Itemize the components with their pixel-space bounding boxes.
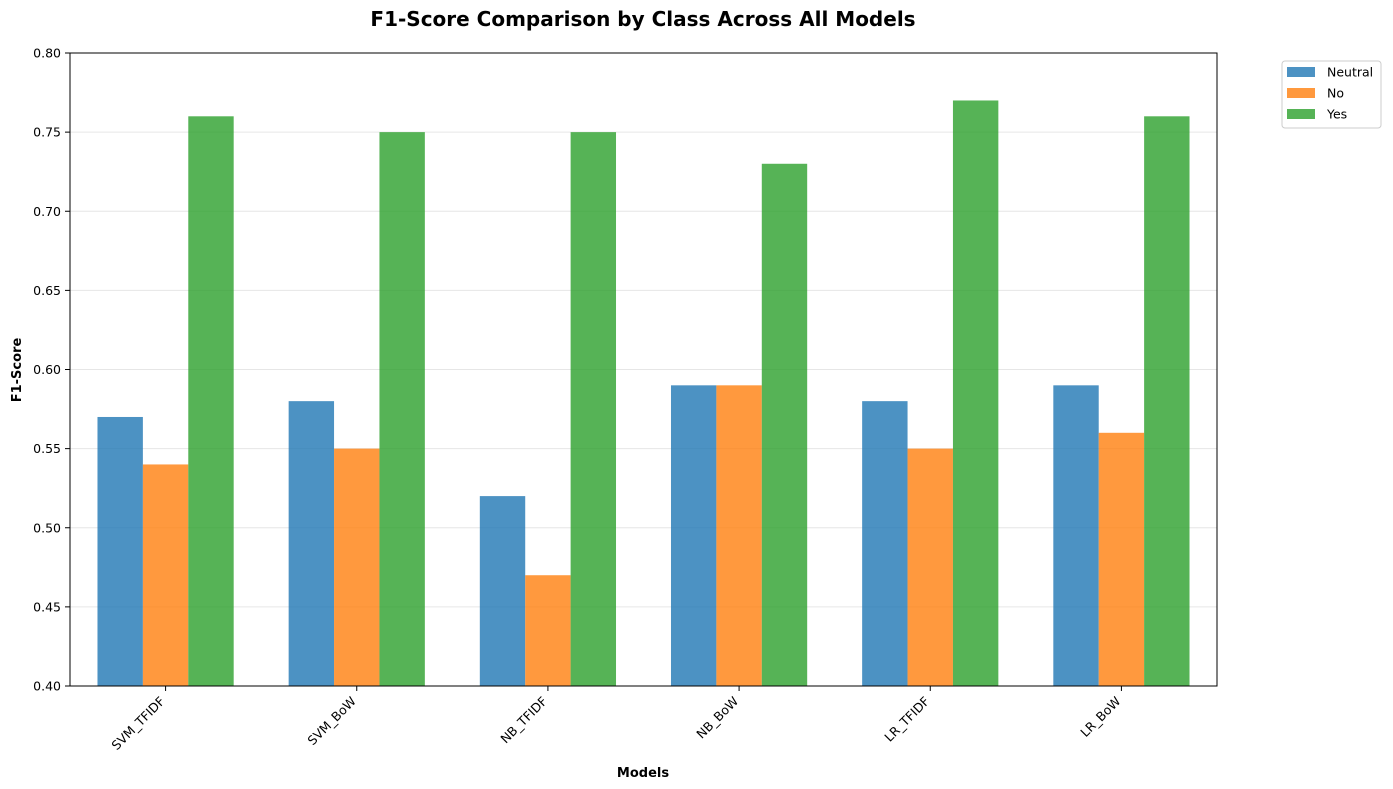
legend-swatch-yes [1287,109,1315,119]
y-tick-label: 0.45 [33,599,61,614]
y-tick-label: 0.60 [33,362,61,377]
bar-neutral-svm_bow [288,401,335,686]
x-tick-label: SVM_BoW [304,694,359,749]
x-tick-label: NB_TFIDF [497,694,550,747]
bar-yes-nb_bow [761,163,808,686]
bar-yes-lr_tfidf [952,100,999,687]
y-tick-label: 0.70 [33,204,61,219]
bar-no-lr_bow [1098,432,1145,686]
y-tick-label: 0.80 [33,46,61,61]
x-tick-label: LR_BoW [1077,694,1123,740]
bar-no-svm_bow [334,448,380,686]
bar-neutral-nb_tfidf [479,496,526,686]
bar-neutral-lr_bow [1053,385,1099,686]
x-axis-ticks: SVM_TFIDF SVM_BoW NB_TFIDF NB_BoW LR_TFIDF LR… [108,686,1124,753]
bar-neutral-lr_tfidf [862,401,908,686]
y-axis-label: F1-Score [10,338,25,403]
y-axis-ticks: 0.40 0.45 0.50 0.55 0.60 0.65 0.70 0.75 0.80 [33,46,70,694]
bar-yes-svm_bow [379,132,425,686]
y-tick-label: 0.40 [33,679,61,694]
bar-no-lr_tfidf [907,448,953,686]
bar-neutral-nb_bow [670,385,717,686]
bar-no-nb_bow [716,385,762,686]
bar-yes-lr_bow [1144,116,1190,687]
legend-label-yes: Yes [1326,107,1347,122]
y-tick-label: 0.55 [33,441,61,456]
y-tick-label: 0.65 [33,283,61,298]
bar-yes-svm_tfidf [188,116,234,687]
gridlines [70,131,1217,608]
y-tick-label: 0.50 [33,520,61,535]
legend-swatch-no [1287,88,1315,98]
bar-yes-nb_tfidf [570,132,617,686]
x-axis-label: Models [617,766,669,781]
bars-group [97,100,1190,687]
x-tick-label: NB_BoW [693,694,741,742]
legend-label-neutral: Neutral [1327,65,1373,80]
bar-neutral-svm_tfidf [97,416,143,686]
legend-label-no: No [1327,86,1344,101]
chart-title: F1-Score Comparison by Class Across All … [370,7,915,31]
legend: Neutral No Yes [1281,60,1382,129]
legend-swatch-neutral [1287,67,1315,77]
bar-no-svm_tfidf [142,464,189,686]
x-tick-label: LR_TFIDF [881,694,932,745]
x-tick-label: SVM_TFIDF [108,694,167,753]
bar-no-nb_tfidf [525,575,571,686]
y-tick-label: 0.75 [33,125,61,140]
